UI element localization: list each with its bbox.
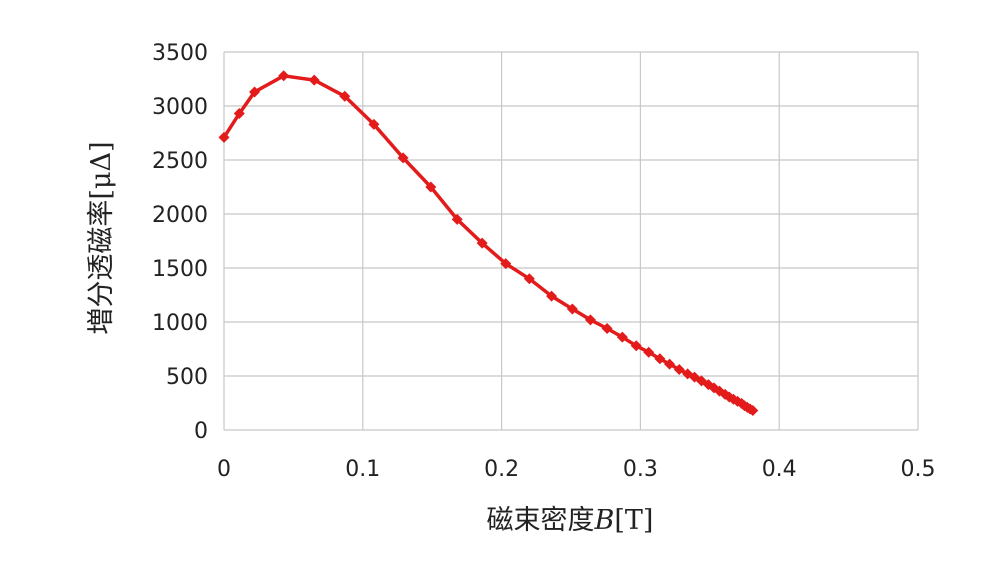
gridlines xyxy=(223,51,919,431)
data-point xyxy=(601,322,613,334)
x-axis-symbol: B xyxy=(594,505,615,536)
series xyxy=(218,70,759,417)
y-tick-label: 2000 xyxy=(152,203,208,228)
x-axis-title: 磁束密度B[T] xyxy=(487,505,654,536)
y-tick-label: 1000 xyxy=(152,311,208,336)
y-tick-label: 3000 xyxy=(152,95,208,120)
y-tick-label: 0 xyxy=(194,419,208,444)
data-point xyxy=(673,364,685,376)
data-point xyxy=(397,152,409,164)
data-point xyxy=(630,340,642,352)
data-point xyxy=(218,131,230,143)
data-point xyxy=(566,303,578,315)
data-point xyxy=(339,90,351,102)
y-axis-title: 増分透磁率[μΔ] xyxy=(86,141,117,334)
y-tick-label: 2500 xyxy=(152,149,208,174)
x-tick-label: 0.3 xyxy=(623,457,658,482)
x-tick-label: 0.2 xyxy=(484,457,519,482)
x-axis-unit: [T] xyxy=(614,505,653,536)
data-point xyxy=(278,70,290,82)
data-point xyxy=(308,74,320,86)
data-point xyxy=(643,346,655,358)
data-point xyxy=(476,237,488,249)
data-point xyxy=(654,353,666,365)
data-point xyxy=(747,405,759,417)
x-tick-label: 0.1 xyxy=(345,457,380,482)
y-axis-label: 増分透磁率 xyxy=(86,200,117,335)
y-tick-labels: 0 500 1000 1500 2000 2500 3000 3500 xyxy=(152,41,208,444)
series-line xyxy=(222,74,754,413)
data-point xyxy=(616,331,628,343)
data-point xyxy=(451,213,463,225)
x-tick-label: 0.4 xyxy=(762,457,797,482)
data-point xyxy=(500,258,512,270)
x-tick-labels: 0 0.1 0.2 0.3 0.4 0.5 xyxy=(217,457,936,482)
data-point xyxy=(584,314,596,326)
x-axis-label: 磁束密度 xyxy=(487,505,595,536)
data-point xyxy=(249,86,261,98)
data-point xyxy=(233,108,245,120)
x-tick-label: 0.5 xyxy=(901,457,936,482)
y-tick-label: 1500 xyxy=(152,257,208,282)
data-point xyxy=(546,290,558,302)
data-point xyxy=(368,118,380,130)
data-point xyxy=(664,358,676,370)
y-tick-label: 500 xyxy=(166,365,208,390)
y-axis-unit: [μΔ] xyxy=(86,141,117,199)
y-tick-label: 3500 xyxy=(152,41,208,66)
x-tick-label: 0 xyxy=(217,457,231,482)
data-point xyxy=(523,273,535,285)
data-point xyxy=(425,181,437,193)
